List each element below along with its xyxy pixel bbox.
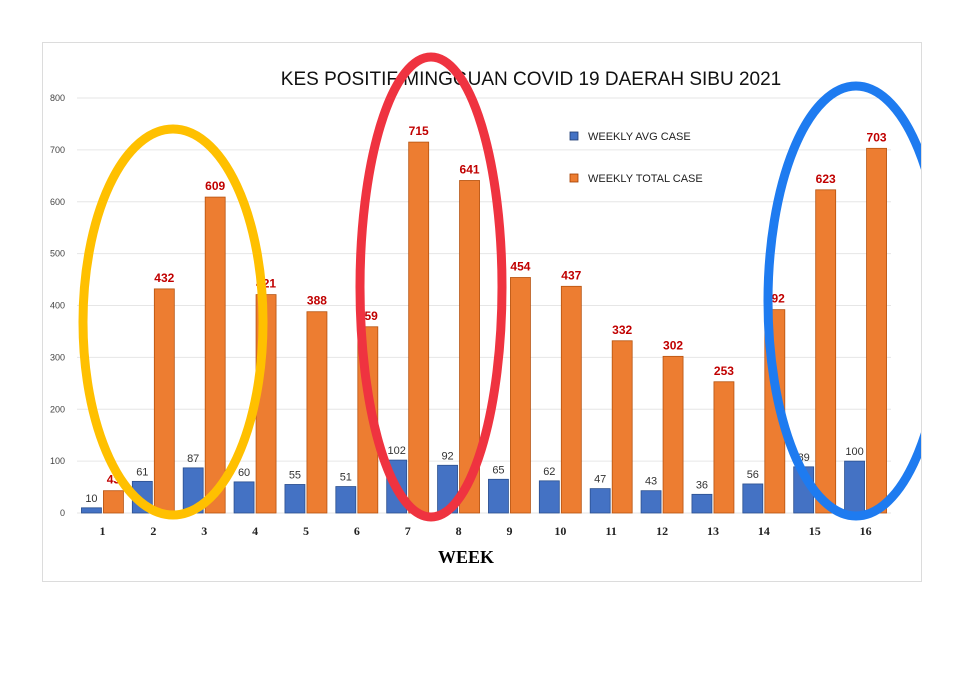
x-axis-ticks: 1 2 3 4 5 6 7 8 9 10 11 12 13 14 15 16 xyxy=(99,524,871,538)
yellow-annotation-ellipse xyxy=(78,124,268,520)
blue-annotation-ellipse xyxy=(763,81,921,521)
y-tick-label: 100 xyxy=(50,456,65,466)
total-bar xyxy=(560,285,582,514)
avg-bar xyxy=(691,493,713,514)
legend-label-total: WEEKLY TOTAL CASE xyxy=(588,173,703,185)
x-tick-label: 13 xyxy=(707,524,719,538)
total-bar xyxy=(662,355,684,514)
avg-data-label: 10 xyxy=(85,493,97,505)
total-data-label: 715 xyxy=(409,124,429,138)
total-data-label: 253 xyxy=(714,364,734,378)
avg-bar xyxy=(844,460,865,514)
y-tick-label: 0 xyxy=(60,508,65,518)
x-tick-label: 5 xyxy=(303,524,309,538)
x-tick-label: 16 xyxy=(860,524,872,538)
total-data-label: 641 xyxy=(460,162,480,176)
x-tick-label: 8 xyxy=(456,524,462,538)
bars xyxy=(81,141,887,514)
total-data-label: 454 xyxy=(510,259,530,273)
avg-bar xyxy=(640,490,662,514)
x-tick-label: 1 xyxy=(99,524,105,538)
y-axis-ticks: 0 100 200 300 400 500 600 700 800 xyxy=(50,93,65,518)
x-tick-label: 11 xyxy=(606,524,617,538)
avg-data-label: 36 xyxy=(696,479,708,491)
legend: WEEKLY AVG CASE WEEKLY TOTAL CASE xyxy=(569,131,703,185)
avg-data-label: 56 xyxy=(747,469,759,481)
total-bar xyxy=(866,147,887,514)
total-bar xyxy=(611,340,633,514)
total-data-label: 332 xyxy=(612,323,632,337)
legend-label-avg: WEEKLY AVG CASE xyxy=(588,131,691,143)
avg-bar xyxy=(284,484,306,514)
x-tick-label: 12 xyxy=(656,524,668,538)
annotation-ellipses xyxy=(78,52,921,522)
y-tick-label: 600 xyxy=(50,197,65,207)
y-tick-label: 700 xyxy=(50,145,65,155)
y-tick-label: 300 xyxy=(50,352,65,362)
total-bar xyxy=(408,141,430,514)
total-bar xyxy=(713,381,735,514)
total-bar xyxy=(459,180,480,514)
x-tick-label: 15 xyxy=(809,524,821,538)
total-data-label: 623 xyxy=(816,172,836,186)
x-tick-label: 9 xyxy=(506,524,512,538)
y-tick-label: 500 xyxy=(50,249,65,259)
total-data-label: 703 xyxy=(867,130,887,144)
avg-data-label: 61 xyxy=(136,466,148,478)
avg-data-label: 51 xyxy=(340,472,352,484)
total-data-label: 432 xyxy=(154,271,174,285)
y-tick-label: 800 xyxy=(50,93,65,103)
avg-data-label: 87 xyxy=(187,453,199,465)
avg-data-label: 47 xyxy=(594,474,606,486)
x-axis-label: WEEK xyxy=(438,547,494,567)
legend-swatch-total xyxy=(569,173,579,183)
avg-data-label: 92 xyxy=(441,450,453,462)
x-tick-label: 7 xyxy=(405,524,411,538)
x-tick-label: 3 xyxy=(201,524,207,538)
total-bar xyxy=(510,277,531,514)
total-bar xyxy=(306,311,328,514)
x-tick-label: 2 xyxy=(150,524,156,538)
avg-data-label: 60 xyxy=(238,467,250,479)
x-tick-label: 4 xyxy=(252,524,258,538)
legend-swatch-avg xyxy=(569,131,579,141)
y-tick-label: 200 xyxy=(50,404,65,414)
x-tick-label: 14 xyxy=(758,524,770,538)
x-tick-label: 10 xyxy=(554,524,566,538)
y-tick-label: 400 xyxy=(50,301,65,311)
x-tick-label: 6 xyxy=(354,524,360,538)
red-annotation-ellipse xyxy=(355,52,507,522)
chart-title: KES POSITIF MINGGUAN COVID 19 DAERAH SIB… xyxy=(281,69,781,90)
total-data-label: 437 xyxy=(561,268,581,282)
total-data-label: 388 xyxy=(307,294,327,308)
total-bar xyxy=(103,490,124,514)
avg-bar xyxy=(488,478,509,514)
avg-data-label: 62 xyxy=(543,466,555,478)
total-data-label: 609 xyxy=(205,179,225,193)
avg-data-label: 100 xyxy=(845,446,863,458)
avg-data-label: 102 xyxy=(388,445,406,457)
avg-bar xyxy=(538,480,560,514)
avg-data-label: 55 xyxy=(289,469,301,481)
avg-bar xyxy=(335,486,357,514)
total-data-label: 302 xyxy=(663,338,683,352)
avg-bar xyxy=(742,483,764,514)
avg-bar xyxy=(233,481,255,514)
avg-data-label: 43 xyxy=(645,476,657,488)
total-bar xyxy=(815,189,837,514)
total-bar xyxy=(204,196,226,514)
total-bar xyxy=(153,288,175,514)
chart-card: 0 100 200 300 400 500 600 700 800 10 43 61 432 87 609… xyxy=(42,42,922,582)
avg-bar xyxy=(589,488,611,514)
avg-bar xyxy=(81,507,102,514)
avg-data-label: 65 xyxy=(492,464,504,476)
